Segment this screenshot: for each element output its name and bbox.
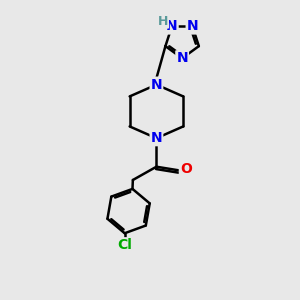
Text: N: N [151, 131, 162, 145]
Text: Cl: Cl [117, 238, 132, 252]
Text: N: N [187, 20, 198, 34]
Text: N: N [166, 20, 178, 34]
Text: O: O [180, 162, 192, 176]
Text: H: H [158, 15, 168, 28]
Text: N: N [176, 51, 188, 65]
Text: N: N [151, 78, 162, 92]
